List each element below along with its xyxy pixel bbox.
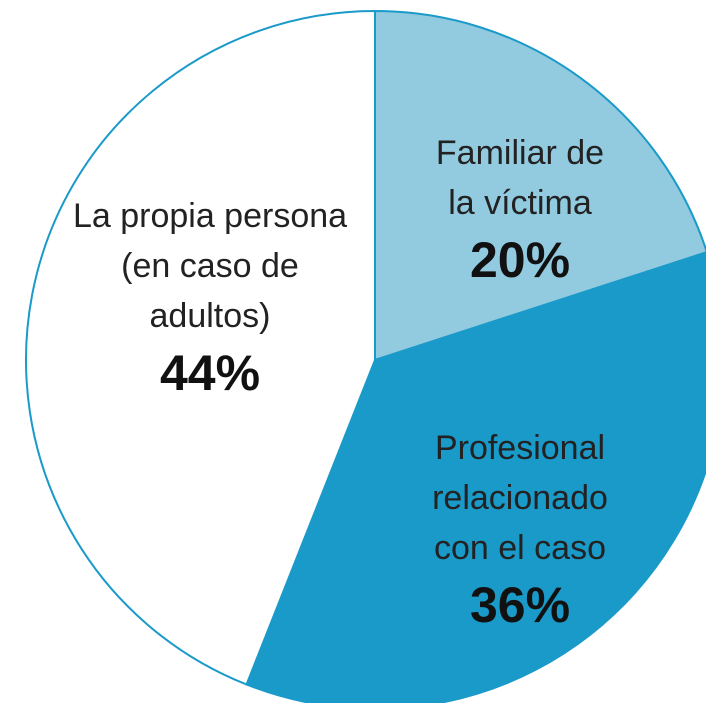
category-label: La propia persona (en caso de adultos): [72, 197, 348, 335]
slice-label: La propia persona (en caso de adultos) 44…: [65, 191, 355, 405]
value-label: 36%: [469, 577, 571, 633]
category-label: Familiar de la víctima: [435, 134, 605, 222]
value-label: 20%: [469, 232, 571, 288]
slice-label: Familiar de la víctima 20%: [425, 128, 615, 292]
value-label: 44%: [159, 345, 261, 401]
pie-slice: [245, 251, 706, 703]
slice-label: Profesional relacionado con el caso 36%: [410, 423, 630, 637]
category-label: Profesional relacionado con el caso: [432, 429, 608, 567]
pie-slice: [374, 9, 706, 362]
pie-slice: [25, 9, 376, 686]
